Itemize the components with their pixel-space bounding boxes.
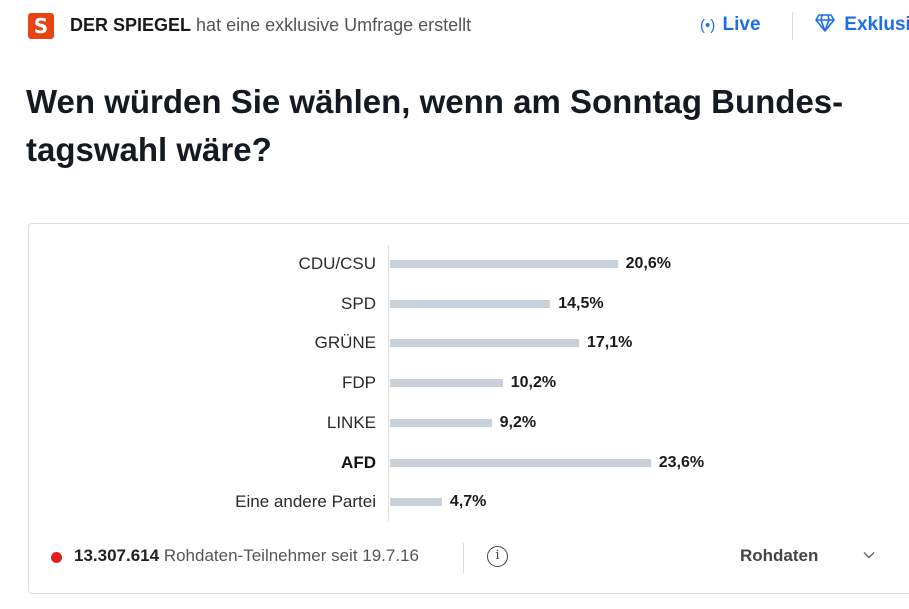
bar-row: LINKE 9,2% [0,411,909,435]
value-label: 20,6% [625,255,671,272]
chart-axis [388,245,389,521]
category-label: Eine andere Partei [235,492,376,512]
bar [390,299,551,308]
bar-row: AFD 23,6% [0,451,909,475]
category-label: FDP [342,373,376,393]
info-icon[interactable]: i [487,546,508,567]
page-title: Wen würden Sie wählen, wenn am Sonntag B… [26,83,844,168]
bar [390,498,442,507]
live-label: Live [722,14,761,35]
poll-card [28,223,909,594]
top-bar: S DER SPIEGEL hat eine exklusive Umfrage… [0,0,909,56]
participant-count-line: 13.307.614 Rohdaten-Teilnehmer seit 19.7… [74,546,419,566]
poll-footer: 13.307.614 Rohdaten-Teilnehmer seit 19.7… [0,540,909,574]
bar [390,260,618,268]
broadcast-icon: (•) [700,17,716,34]
category-label: AFD [341,452,376,472]
live-link[interactable]: (•) Live [700,14,761,36]
value-label: 23,6% [658,453,705,471]
chevron-down-icon[interactable] [862,548,876,562]
bar-row: FDP 10,2% [0,371,909,395]
footer-divider [463,543,464,573]
rawdata-toggle-button[interactable]: Rohdaten [740,546,819,565]
bar-row: Eine andere Partei 4,7% [0,490,909,514]
category-label: CDU/CSU [298,254,376,273]
value-label: 4,7% [449,493,487,511]
publisher-suffix: hat eine exklusive Umfrage erstellt [196,15,472,35]
bar-row: GRÜNE 17,1% [0,331,909,355]
value-label: 17,1% [586,334,633,352]
diamond-icon [815,14,835,32]
bar [390,379,503,388]
category-label: SPD [341,293,376,313]
publisher-line: DER SPIEGEL hat eine exklusive Umfrage e… [70,15,471,36]
bar [390,339,579,348]
bar [390,418,492,427]
category-label: LINKE [326,412,376,432]
participant-label: Rohdaten-Teilnehmer seit 19.7.16 [163,546,419,565]
spiegel-logo-icon[interactable]: S [28,13,54,39]
value-label: 9,2% [499,413,537,431]
category-label: GRÜNE [314,333,376,353]
bar-row: CDU/CSU 20,6% [0,252,909,276]
bar-row: SPD 14,5% [0,292,909,316]
exclusive-link[interactable]: Exklusi [815,14,909,36]
exclusive-label: Exklusi [844,14,909,35]
divider [792,12,793,40]
live-dot-icon [51,552,62,563]
participant-count: 13.307.614 [74,546,160,565]
publisher-name[interactable]: DER SPIEGEL [70,15,192,35]
poll-chart: CDU/CSU 20,6% SPD 14,5% GRÜNE 17,1% FDP 10,2% LI… [0,245,909,521]
value-label: 10,2% [510,374,557,392]
value-label: 14,5% [558,294,604,312]
bar [390,458,651,467]
